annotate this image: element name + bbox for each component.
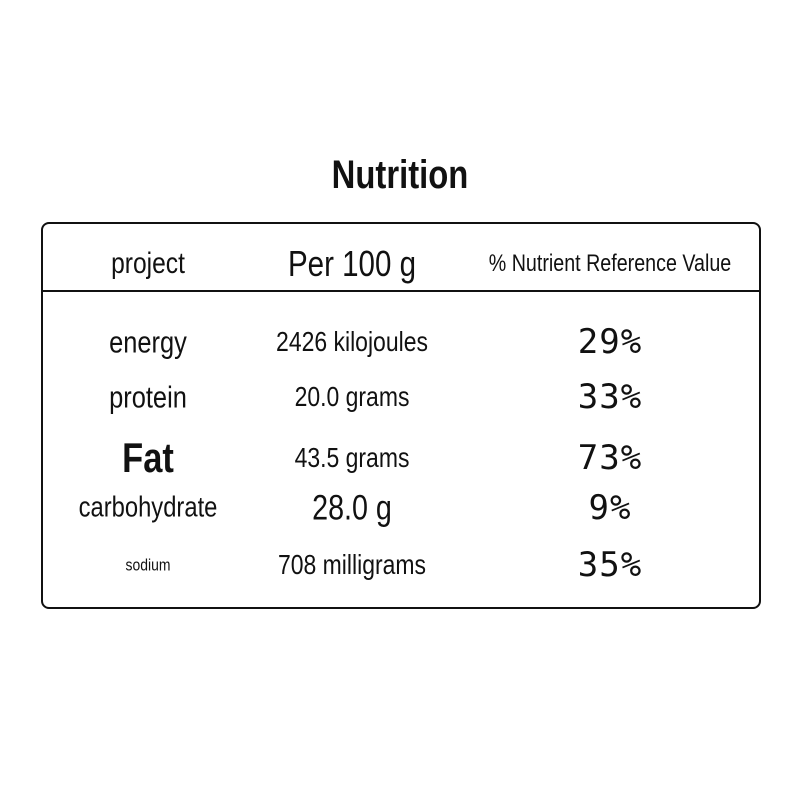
amount: 2426 kilojoules (276, 326, 428, 357)
header-cell: % Nutrient Reference Value (488, 250, 732, 277)
title: Nutrition (331, 153, 469, 197)
header-cell: Per 100 g (287, 243, 417, 284)
nutrient-name: sodium (125, 555, 171, 575)
nutrient-name: carbohydrate (78, 491, 218, 524)
amount: 28.0 g (312, 488, 392, 528)
reference-percent: 9% (588, 488, 632, 528)
amount: 43.5 grams (294, 442, 410, 473)
nutrient-name: energy (109, 324, 187, 360)
reference-percent: 33% (577, 377, 643, 417)
header-divider (41, 290, 761, 292)
table-frame (41, 222, 761, 609)
amount: 708 milligrams (277, 549, 427, 580)
nutrient-name: protein (109, 379, 187, 415)
header-cell: project (111, 247, 185, 280)
amount: 20.0 grams (294, 381, 410, 412)
reference-percent: 35% (577, 545, 643, 585)
reference-percent: 73% (577, 438, 643, 478)
nutrient-name: Fat (122, 434, 174, 481)
reference-percent: 29% (577, 322, 643, 362)
